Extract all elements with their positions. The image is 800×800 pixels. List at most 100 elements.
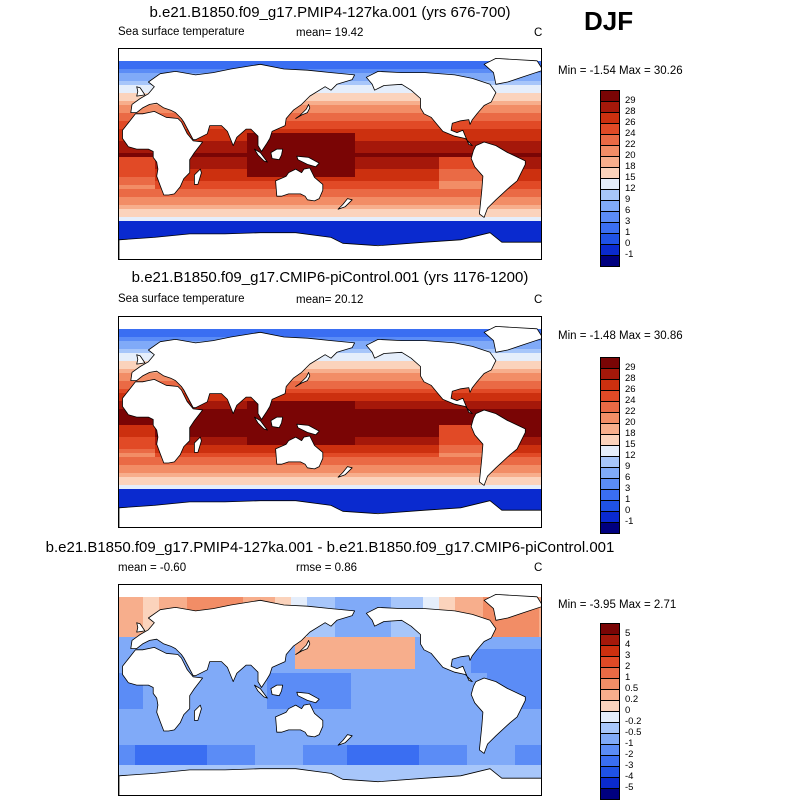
colorbar-tick-label: 0.5 — [625, 683, 639, 694]
colorbar-swatch — [600, 788, 620, 800]
panel3-rmse-label: rmse = 0.86 — [296, 562, 358, 574]
colorbar-swatch — [600, 489, 620, 500]
continent-outline — [337, 734, 353, 746]
colorbar-swatch — [600, 222, 620, 233]
continent-outline — [365, 339, 497, 414]
colorbar-tick-label: 15 — [625, 172, 636, 183]
colorbar-tick-label: 1 — [625, 672, 631, 683]
colorbar-swatch — [600, 478, 620, 489]
colorbar-swatch — [600, 467, 620, 478]
colorbar-swatch — [600, 189, 620, 200]
panel2-mean-label: mean= 20.12 — [296, 294, 364, 306]
continent-outline — [295, 640, 311, 655]
continent-outline — [254, 416, 268, 431]
colorbar-tick-label: 22 — [625, 139, 636, 150]
colorbar-swatch — [600, 456, 620, 467]
colorbar-tick-label: 3 — [625, 216, 631, 227]
colorbar-swatch — [600, 656, 620, 667]
colorbar-tick-label: -0.5 — [625, 727, 642, 738]
continent-outline — [194, 168, 202, 185]
continent-outline — [270, 684, 284, 697]
colorbar-tick-label: 0 — [625, 705, 631, 716]
continent-outline — [119, 768, 541, 795]
colorbar-tick-label: 4 — [625, 639, 631, 650]
continent-outline — [275, 435, 324, 470]
colorbar-swatch — [600, 733, 620, 744]
panel2-units-label: C — [534, 294, 543, 306]
colorbar-swatch — [600, 511, 620, 522]
continent-outline — [122, 379, 203, 464]
colorbar-swatch — [600, 134, 620, 145]
colorbar-swatch — [600, 178, 620, 189]
colorbar-swatch — [600, 623, 620, 634]
panel1-variable-label: Sea surface temperature — [118, 26, 245, 38]
colorbar-swatch — [600, 711, 620, 722]
continent-outline — [119, 500, 541, 527]
colorbar-tick-label: 18 — [625, 428, 636, 439]
colorbar-tick-label: -5 — [625, 782, 634, 793]
continent-outline — [470, 141, 526, 218]
colorbar-tick-label: -1 — [625, 516, 634, 527]
panel2-map — [118, 316, 542, 528]
continent-outline — [130, 331, 355, 420]
colorbar-swatch — [600, 123, 620, 134]
panel3-units-label: C — [534, 562, 543, 574]
panel1-map-svg — [119, 49, 541, 259]
colorbar-swatch — [600, 700, 620, 711]
colorbar-tick-label: -4 — [625, 771, 634, 782]
panel1-map — [118, 48, 542, 260]
land-masses — [119, 58, 541, 259]
colorbar-swatch — [600, 667, 620, 678]
colorbar-tick-label: 29 — [625, 95, 636, 106]
colorbar-swatch — [600, 445, 620, 456]
continent-outline — [136, 86, 146, 97]
continent-outline — [275, 167, 324, 202]
colorbar-swatch — [600, 645, 620, 656]
continent-outline — [194, 704, 202, 721]
colorbar-tick-label: 0.2 — [625, 694, 639, 705]
continent-outline — [270, 416, 284, 429]
colorbar-tick-label: 28 — [625, 373, 636, 384]
continent-outline — [122, 111, 203, 196]
panel1-minmax-label: Min = -1.54 Max = 30.26 — [558, 65, 683, 77]
colorbar-tick-label: 3 — [625, 483, 631, 494]
colorbar-swatch — [600, 634, 620, 645]
colorbar-swatch — [600, 678, 620, 689]
continent-outline — [483, 594, 541, 621]
panel3-mean-label: mean = -0.60 — [118, 562, 187, 574]
continent-outline — [254, 684, 268, 699]
continent-outline — [275, 703, 324, 738]
colorbar-swatch — [600, 412, 620, 423]
colorbar-tick-label: 20 — [625, 417, 636, 428]
continent-outline — [337, 198, 353, 210]
panel2-variable-label: Sea surface temperature — [118, 293, 245, 305]
continent-outline — [130, 63, 355, 152]
colorbar-swatch — [600, 244, 620, 255]
season-label: DJF — [584, 6, 634, 36]
colorbar-tick-label: 15 — [625, 439, 636, 450]
colorbar-tick-label: 24 — [625, 128, 636, 139]
colorbar-swatch — [600, 145, 620, 156]
colorbar-tick-label: 28 — [625, 106, 636, 117]
colorbar-swatch — [600, 434, 620, 445]
panel3-map-svg — [119, 585, 541, 795]
colorbar-tick-label: 1 — [625, 227, 631, 238]
panel3-title: b.e21.B1850.f09_g17.PMIP4-127ka.001 - b.… — [45, 539, 615, 556]
continent-outline — [295, 104, 311, 119]
colorbar-swatch — [600, 233, 620, 244]
colorbar-swatch — [600, 357, 620, 368]
colorbar-swatch — [600, 167, 620, 178]
colorbar-swatch — [600, 766, 620, 777]
colorbar-swatch — [600, 368, 620, 379]
colorbar-tick-label: 1 — [625, 494, 631, 505]
colorbar-swatch — [600, 722, 620, 733]
continent-outline — [365, 607, 497, 682]
continent-outline — [295, 372, 311, 387]
continent-outline — [122, 647, 203, 732]
land-masses — [119, 594, 541, 795]
panel2-map-svg — [119, 317, 541, 527]
colorbar-swatch — [600, 522, 620, 534]
panel3-colorbar: 5 4 3 2 1 0.5 0.2 0 -0.2 -0.5 -1 -2 -3 -4 -5 — [600, 623, 641, 800]
colorbar-tick-label: 22 — [625, 406, 636, 417]
colorbar-tick-label: -2 — [625, 749, 634, 760]
